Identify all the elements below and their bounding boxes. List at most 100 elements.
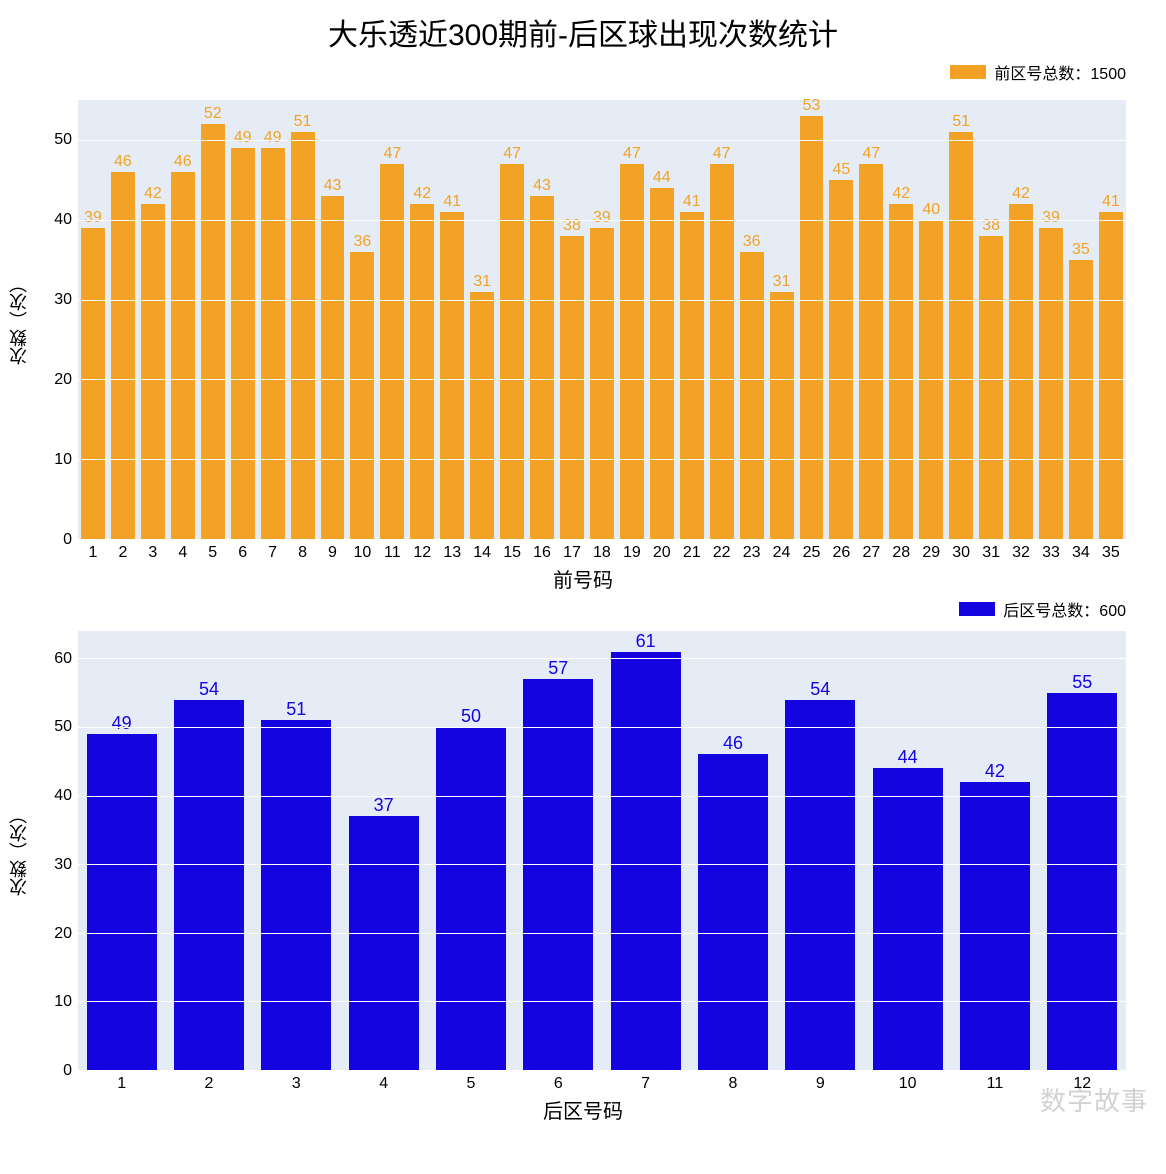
bar-slot: 36 — [347, 100, 377, 539]
gridline — [78, 140, 1126, 141]
bar-slot: 46 — [168, 100, 198, 539]
y-tick-label: 40 — [54, 212, 72, 228]
x-tick-label: 6 — [515, 1071, 602, 1093]
bar — [873, 768, 943, 1070]
gridline — [78, 1070, 1126, 1071]
bar-slot: 39 — [587, 100, 617, 539]
x-tick-label: 6 — [228, 540, 258, 562]
bar-value-label: 49 — [264, 130, 282, 146]
bar-slot: 43 — [318, 100, 348, 539]
x-tick-label: 9 — [777, 1071, 864, 1093]
y-tick-label: 60 — [54, 651, 72, 667]
bar — [81, 228, 105, 539]
bar-value-label: 47 — [503, 146, 521, 162]
bar — [829, 180, 853, 539]
bar-value-label: 42 — [144, 186, 162, 202]
bar-value-label: 49 — [112, 714, 132, 732]
x-tick-label: 19 — [617, 540, 647, 562]
x-tick-label: 11 — [377, 540, 407, 562]
bar-slot: 61 — [602, 631, 689, 1070]
bar-slot: 35 — [1066, 100, 1096, 539]
bar — [889, 204, 913, 539]
bar — [698, 754, 768, 1070]
gridline — [78, 796, 1126, 797]
y-tick-label: 20 — [54, 372, 72, 388]
y-tick-label: 10 — [54, 452, 72, 468]
bar-value-label: 43 — [324, 178, 342, 194]
x-tick-label: 8 — [288, 540, 318, 562]
x-tick-label: 13 — [437, 540, 467, 562]
back-zone-chart: 后区号总数：600 次数（次） 6050403020100 4954513750… — [0, 597, 1166, 1124]
x-tick-label: 26 — [826, 540, 856, 562]
bar-value-label: 47 — [713, 146, 731, 162]
figure-container: 大乐透近300期前-后区球出现次数统计 前区号总数：1500 次数（次） 504… — [0, 0, 1166, 1124]
bar-value-label: 43 — [533, 178, 551, 194]
bar-slot: 39 — [1036, 100, 1066, 539]
legend-swatch-icon — [959, 602, 995, 616]
x-tick-label: 18 — [587, 540, 617, 562]
bar-slot: 53 — [797, 100, 827, 539]
legend-label-front: 前区号总数：1500 — [994, 60, 1126, 84]
x-tick-label: 3 — [253, 1071, 340, 1093]
bar-slot: 37 — [340, 631, 427, 1070]
bar-value-label: 31 — [773, 274, 791, 290]
bar — [291, 132, 315, 539]
y-axis-label-col: 次数（次） — [0, 631, 38, 1071]
bar-value-label: 47 — [623, 146, 641, 162]
plot-area-front: 3946424652494951433647424131474338394744… — [78, 100, 1126, 540]
gridline — [78, 379, 1126, 380]
bar-slot: 45 — [826, 100, 856, 539]
bar-slot: 49 — [258, 100, 288, 539]
gridline — [78, 300, 1126, 301]
x-tick-label: 2 — [108, 540, 138, 562]
bar-value-label: 54 — [199, 680, 219, 698]
bar-value-label: 35 — [1072, 242, 1090, 258]
bar — [321, 196, 345, 539]
bar-value-label: 54 — [810, 680, 830, 698]
bar-value-label: 39 — [593, 210, 611, 226]
x-tick-label: 15 — [497, 540, 527, 562]
bar-value-label: 39 — [1042, 210, 1060, 226]
bar — [949, 132, 973, 539]
bar-value-label: 44 — [653, 170, 671, 186]
gridline — [78, 459, 1126, 460]
bar-slot: 41 — [1096, 100, 1126, 539]
bar — [611, 652, 681, 1070]
bar — [261, 720, 331, 1070]
x-tick-label: 5 — [198, 540, 228, 562]
bar — [201, 124, 225, 539]
y-tick-label: 50 — [54, 132, 72, 148]
bar-value-label: 42 — [1012, 186, 1030, 202]
bar-slot: 42 — [886, 100, 916, 539]
legend-back: 后区号总数：600 — [959, 597, 1126, 621]
bar — [174, 700, 244, 1070]
bar-slot: 52 — [198, 100, 228, 539]
bar-value-label: 42 — [413, 186, 431, 202]
y-tick-label: 50 — [54, 719, 72, 735]
x-tick-label: 20 — [647, 540, 677, 562]
plot-area-back: 495451375057614654444255 — [78, 631, 1126, 1071]
bar-slot: 51 — [288, 100, 318, 539]
x-tick-label: 32 — [1006, 540, 1036, 562]
x-tick-label: 10 — [347, 540, 377, 562]
bar-slot: 47 — [856, 100, 886, 539]
x-tick-label: 10 — [864, 1071, 951, 1093]
x-tick-label: 27 — [856, 540, 886, 562]
bar-slot: 47 — [707, 100, 737, 539]
bar-value-label: 42 — [892, 186, 910, 202]
x-tick-label: 12 — [407, 540, 437, 562]
x-tick-label: 9 — [318, 540, 348, 562]
bar — [1009, 204, 1033, 539]
bar — [436, 727, 506, 1070]
bar-value-label: 36 — [743, 234, 761, 250]
bar-slot: 36 — [737, 100, 767, 539]
bar-slot: 42 — [407, 100, 437, 539]
legend-swatch-icon — [950, 65, 986, 79]
gridline — [78, 864, 1126, 865]
x-tick-label: 22 — [707, 540, 737, 562]
bar-slot: 47 — [617, 100, 647, 539]
gridline — [78, 658, 1126, 659]
bar — [1039, 228, 1063, 539]
bar-slot: 49 — [78, 631, 165, 1070]
bar-slot: 44 — [647, 100, 677, 539]
